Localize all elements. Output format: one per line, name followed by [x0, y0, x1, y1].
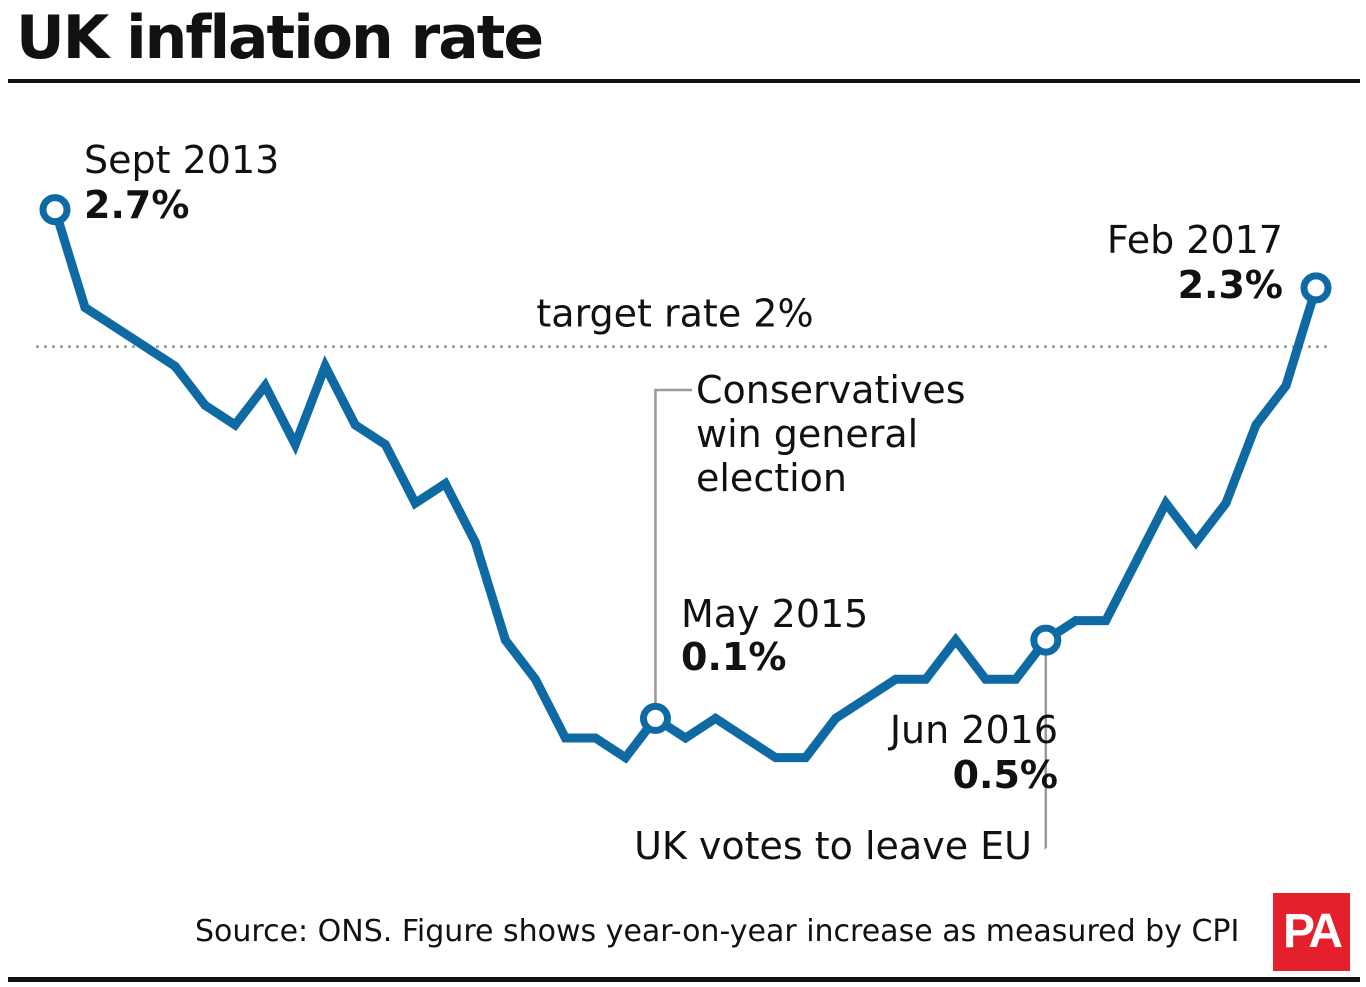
data-point — [230, 420, 240, 430]
pa-logo: PA — [1273, 893, 1350, 971]
data-point — [530, 674, 540, 684]
data-point — [320, 361, 330, 371]
data-point — [140, 342, 150, 352]
marker-date: Feb 2017 — [1107, 218, 1283, 262]
marker-date: May 2015 — [681, 592, 868, 636]
data-point — [410, 498, 420, 508]
target-rate-reference: target rate 2% — [36, 292, 1332, 348]
series-points — [50, 205, 1321, 763]
data-point — [1221, 498, 1231, 508]
data-point — [711, 713, 721, 723]
highlight-marker — [39, 194, 71, 226]
data-point — [590, 733, 600, 743]
pa-logo-text: PA — [1282, 905, 1343, 958]
marker-label-may-2015: May 2015 0.1% — [681, 592, 868, 679]
annotation-brexit: UK votes to leave EU — [634, 824, 1032, 868]
marker-value: 0.1% — [681, 635, 786, 679]
data-point — [260, 381, 270, 391]
data-point — [380, 439, 390, 449]
marker-value: 0.5% — [953, 753, 1058, 797]
data-point — [681, 733, 690, 743]
data-point — [170, 361, 180, 371]
annotation-line: UK votes to leave EU — [634, 824, 1032, 868]
data-point — [831, 713, 841, 723]
conservatives-leader-line — [654, 388, 692, 705]
title-rule — [8, 79, 1360, 83]
data-point — [951, 635, 961, 645]
data-point — [981, 674, 991, 684]
footer-rule — [8, 977, 1360, 982]
marker-label-jun-2016: Jun 2016 0.5% — [888, 708, 1058, 797]
highlight-marker — [1300, 272, 1332, 304]
marker-label-feb-2017: Feb 2017 2.3% — [1107, 218, 1283, 307]
data-point — [350, 420, 360, 430]
data-point — [500, 635, 510, 645]
data-point — [1101, 616, 1111, 626]
data-point — [771, 753, 781, 763]
data-point — [891, 674, 901, 684]
annotation-conservatives: Conservatives win general election — [696, 368, 966, 500]
marker-value: 2.3% — [1178, 263, 1283, 307]
target-rate-label: target rate 2% — [536, 292, 813, 336]
data-point — [1161, 498, 1171, 508]
data-point — [110, 322, 120, 332]
data-point — [560, 733, 570, 743]
highlight-markers — [39, 194, 1332, 734]
data-point — [1011, 674, 1021, 684]
annotation-line: Conservatives — [696, 368, 966, 412]
data-point — [1131, 557, 1141, 567]
data-point — [1191, 537, 1201, 547]
marker-label-sept-2013: Sept 2013 2.7% — [84, 138, 279, 227]
marker-date: Sept 2013 — [84, 138, 279, 182]
marker-date: Jun 2016 — [888, 708, 1058, 752]
source-note: Source: ONS. Figure shows year-on-year i… — [195, 914, 1240, 949]
data-point — [290, 439, 300, 449]
data-point — [620, 753, 630, 763]
highlight-marker — [639, 702, 671, 734]
data-point — [200, 400, 210, 410]
marker-value: 2.7% — [84, 183, 189, 227]
annotation-leaders — [654, 388, 1048, 850]
annotation-line: election — [696, 456, 847, 500]
data-point — [1281, 381, 1291, 391]
data-point — [470, 537, 480, 547]
data-point — [741, 733, 751, 743]
data-point — [921, 674, 931, 684]
data-point — [440, 479, 450, 489]
data-point — [801, 753, 811, 763]
data-point — [1071, 616, 1081, 626]
chart-title: UK inflation rate — [16, 3, 544, 73]
data-point — [80, 302, 90, 312]
annotation-line: win general — [696, 412, 918, 456]
data-point — [861, 694, 871, 704]
highlight-marker — [1030, 624, 1062, 656]
data-point — [1251, 420, 1261, 430]
